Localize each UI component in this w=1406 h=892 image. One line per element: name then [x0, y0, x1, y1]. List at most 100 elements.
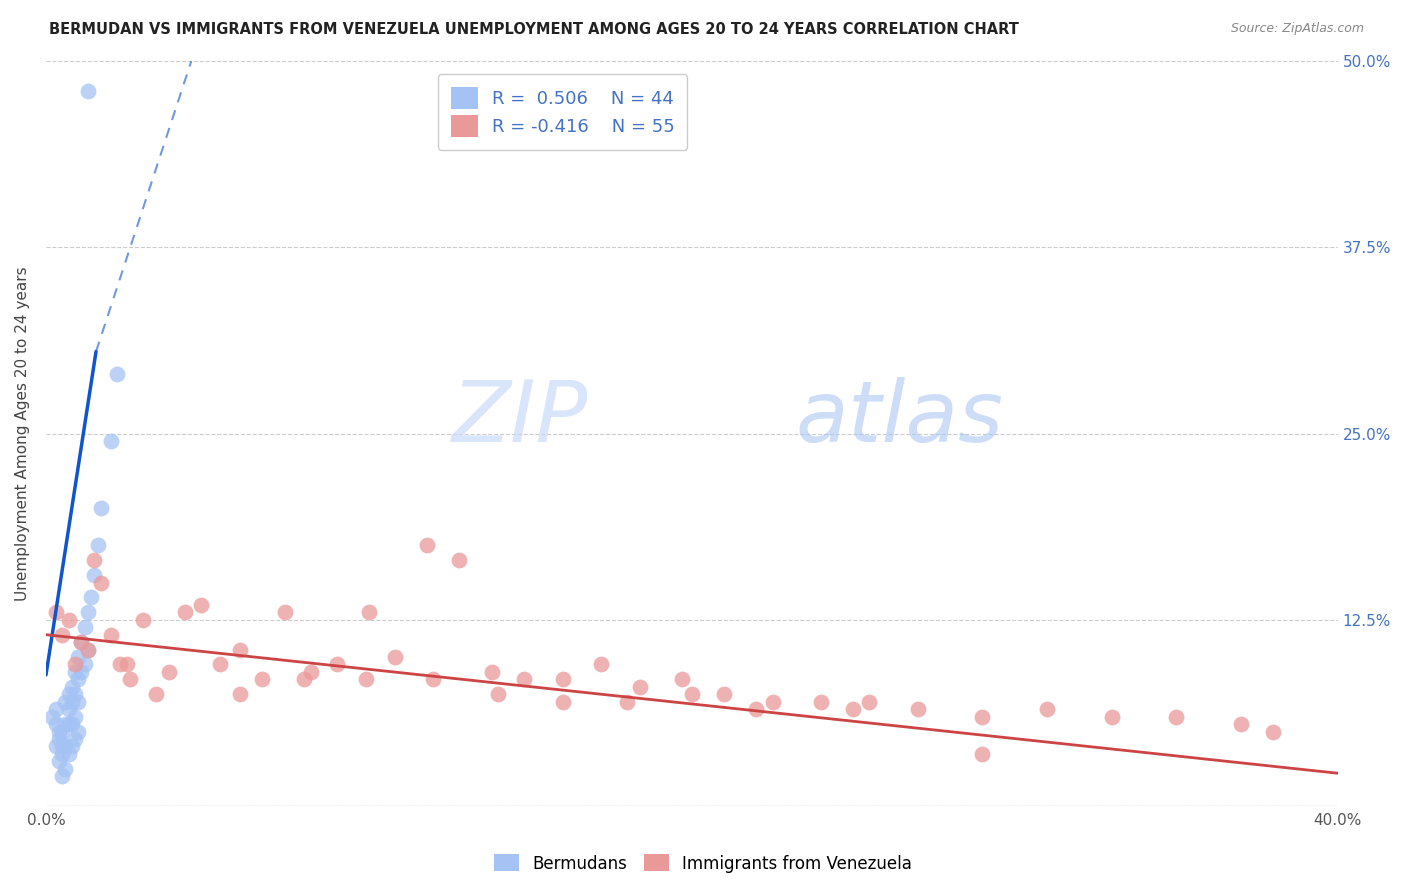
- Point: [228, 642, 250, 657]
- Point: [53, 739, 76, 754]
- Point: [100, 434, 122, 448]
- Point: [58, 702, 80, 716]
- Point: [416, 538, 439, 552]
- Point: [118, 673, 141, 687]
- Point: [384, 650, 406, 665]
- Point: [228, 687, 250, 701]
- Point: [1261, 724, 1284, 739]
- Point: [628, 680, 651, 694]
- Point: [145, 687, 167, 701]
- Point: [513, 673, 536, 687]
- Point: [73, 620, 96, 634]
- Legend: R =  0.506    N = 44, R = -0.416    N = 55: R = 0.506 N = 44, R = -0.416 N = 55: [437, 74, 688, 150]
- Point: [77, 642, 100, 657]
- Point: [105, 367, 128, 381]
- Point: [1229, 717, 1251, 731]
- Point: [77, 605, 100, 619]
- Point: [45, 605, 67, 619]
- Point: [858, 695, 880, 709]
- Point: [67, 724, 90, 739]
- Point: [83, 553, 105, 567]
- Point: [63, 657, 86, 672]
- Point: [48, 724, 70, 739]
- Point: [745, 702, 768, 716]
- Point: [63, 709, 86, 723]
- Point: [100, 628, 122, 642]
- Point: [357, 605, 380, 619]
- Point: [51, 724, 73, 739]
- Point: [77, 84, 100, 98]
- Point: [60, 680, 83, 694]
- Point: [70, 635, 93, 649]
- Point: [51, 747, 73, 761]
- Point: [67, 673, 90, 687]
- Point: [90, 575, 112, 590]
- Point: [48, 731, 70, 746]
- Point: [972, 747, 994, 761]
- Point: [551, 695, 574, 709]
- Point: [354, 673, 377, 687]
- Point: [671, 673, 693, 687]
- Point: [1166, 709, 1188, 723]
- Point: [274, 605, 297, 619]
- Point: [58, 613, 80, 627]
- Point: [60, 695, 83, 709]
- Point: [616, 695, 638, 709]
- Point: [60, 739, 83, 754]
- Point: [58, 687, 80, 701]
- Point: [551, 673, 574, 687]
- Point: [591, 657, 613, 672]
- Point: [63, 665, 86, 679]
- Point: [58, 747, 80, 761]
- Point: [45, 702, 67, 716]
- Point: [842, 702, 865, 716]
- Point: [53, 762, 76, 776]
- Point: [190, 598, 212, 612]
- Text: BERMUDAN VS IMMIGRANTS FROM VENEZUELA UNEMPLOYMENT AMONG AGES 20 TO 24 YEARS COR: BERMUDAN VS IMMIGRANTS FROM VENEZUELA UN…: [49, 22, 1019, 37]
- Point: [907, 702, 929, 716]
- Point: [63, 687, 86, 701]
- Point: [51, 769, 73, 783]
- Text: Source: ZipAtlas.com: Source: ZipAtlas.com: [1230, 22, 1364, 36]
- Point: [45, 717, 67, 731]
- Point: [481, 665, 503, 679]
- Point: [70, 665, 93, 679]
- Point: [90, 501, 112, 516]
- Point: [299, 665, 322, 679]
- Point: [1036, 702, 1059, 716]
- Point: [252, 673, 274, 687]
- Point: [1101, 709, 1123, 723]
- Point: [51, 739, 73, 754]
- Point: [761, 695, 783, 709]
- Point: [67, 695, 90, 709]
- Point: [60, 717, 83, 731]
- Point: [53, 717, 76, 731]
- Point: [63, 731, 86, 746]
- Point: [422, 673, 444, 687]
- Point: [86, 538, 108, 552]
- Point: [77, 642, 100, 657]
- Point: [173, 605, 195, 619]
- Point: [681, 687, 703, 701]
- Point: [449, 553, 471, 567]
- Text: ZIP: ZIP: [453, 377, 589, 460]
- Point: [713, 687, 735, 701]
- Point: [972, 709, 994, 723]
- Point: [67, 650, 90, 665]
- Point: [58, 717, 80, 731]
- Point: [110, 657, 132, 672]
- Point: [41, 709, 63, 723]
- Point: [132, 613, 155, 627]
- Point: [53, 695, 76, 709]
- Y-axis label: Unemployment Among Ages 20 to 24 years: Unemployment Among Ages 20 to 24 years: [15, 266, 30, 601]
- Point: [486, 687, 509, 701]
- Point: [80, 591, 103, 605]
- Point: [83, 568, 105, 582]
- Point: [45, 739, 67, 754]
- Point: [51, 628, 73, 642]
- Point: [325, 657, 347, 672]
- Point: [292, 673, 315, 687]
- Point: [48, 754, 70, 768]
- Point: [115, 657, 138, 672]
- Point: [209, 657, 232, 672]
